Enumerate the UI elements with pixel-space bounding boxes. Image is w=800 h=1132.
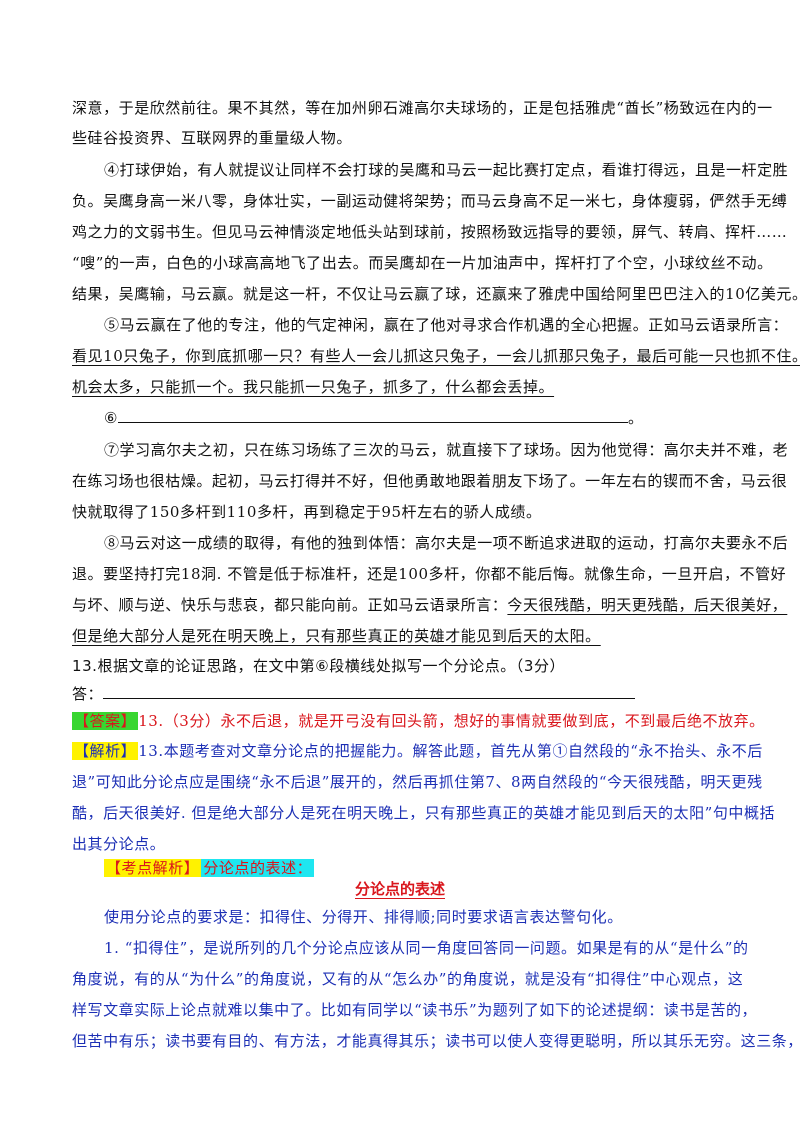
paragraph-6-end: 。 [628,409,644,427]
passage-line: 深意，于是欣然前往。果不其然，等在加州卵石滩高尔夫球场的，正是包括雅虎“酋长”杨… [72,99,773,117]
paragraph-7-line: 在练习场也很枯燥。起初，马云打得并不好，但他勇敢地跟着朋友下场了。一年左右的锲而… [72,472,788,490]
analysis-line: 出其分论点。 [72,835,166,853]
analysis-tag: 【解析】 [72,742,139,760]
paragraph-8-text: 与坏、顺与逆、快乐与悲哀，都只能向前。正如马云语录所言： [72,596,508,614]
analysis-row: 【解析】 13.本题考查对文章分论点的把握能力。解答此题，首先从第①自然段的“永不… [72,741,762,761]
quote-line: 机会太多，只能抓一个。我只能抓一只兔子，抓多了，什么都会丢掉。 [72,378,555,396]
paragraph-8-line: 退。要坚持打完18洞. 不管是低于标准杆，还是100多杆，你都不能后悔。就像生命… [72,565,787,583]
paragraph-4-line: “嗖”的一声，白色的小球高高地飞了出去。而吴鹰却在一片加油声中，挥杆打了个空，小… [72,254,773,272]
answer-text: 13.（3分）永不后退，就是开弓没有回头箭，想好的事情就要做到底，不到最后绝不放… [138,712,765,730]
answer-line: 答： [72,684,732,704]
paragraph-6-blank [118,408,628,423]
question-13: 13.根据文章的论证思路，在文中第⑥段横线处拟写一个分论点。（3分） [72,657,566,675]
kaodian-label: 分论点的表述： [201,859,315,877]
paragraph-4-line: 鸡之力的文弱书生。但见马云神情淡定地低头站到球前，按照杨致远指导的要领，屏气、转… [72,223,788,241]
paragraph-6-number: ⑥ [104,409,118,427]
paragraph-7-line: ⑦学习高尔夫之初，只在练习场练了三次的马云，就直接下了球场。因为他觉得：高尔夫并… [104,441,789,459]
paragraph-6: ⑥。 [104,408,734,428]
paragraph-4-line: 结果，吴鹰输，马云赢。就是这一杆，不仅让马云赢了球，还赢来了雅虎中国给阿里巴巴注… [72,285,800,303]
paragraph-8-line: 与坏、顺与逆、快乐与悲哀，都只能向前。正如马云语录所言：今天很残酷，明天更残酷，… [72,595,787,615]
section-title: 分论点的表述 [354,880,445,898]
quote-text: 今天很残酷，明天更残酷，后天很美好， [507,596,788,614]
passage-line: 些硅谷投资界、互联网界的重量级人物。 [72,129,352,147]
quote-line: 看见10只兔子，你到底抓哪一只？有些人一会儿抓这只兔子，一会儿抓那只兔子，最后可… [72,347,800,365]
answer-tag: 【答案】 [72,712,139,730]
paragraph-4-line: 负。吴鹰身高一米八零，身体壮实，一副运动健将架势；而马云身高不足一米七，身体瘦弱… [72,192,788,210]
paragraph-7-line: 快就取得了150多杆到110多杆，再到稳定于95杆左右的骄人成绩。 [72,503,542,521]
paragraph-8-line: ⑧马云对这一成绩的取得，有他的独到体悟：高尔夫是一项不断追求进取的运动，打高尔夫… [104,534,789,552]
point-1-line: 角度说，有的从“为什么”的角度说，又有的从“怎么办”的角度说，就是没有“扣得住”… [72,970,744,988]
analysis-line: 酷，后天很美好. 但是绝大部分人是死在明天晚上，只有那些真正的英雄才能见到后天的… [72,804,776,822]
point-1-line: 1. “扣得住”，是说所列的几个分论点应该从同一角度回答同一问题。如果是有的从“… [104,939,749,957]
paragraph-5-line: ⑤马云赢在了他的专注，他的气定神闲，赢在了他对寻求合作机遇的全心把握。正如马云语… [104,316,789,334]
quote-line: 但是绝大部分人是死在明天晚上，只有那些真正的英雄才能见到后天的太阳。 [72,627,601,645]
requirement-line: 使用分论点的要求是：扣得住、分得开、排得顺;同时要求语言表达警句化。 [104,908,623,926]
analysis-line: 退”可知此分论点应是围绕“永不后退”展开的，然后再抓住第7、8两自然段的“今天很… [72,773,763,791]
answer-row: 【答案】 13.（3分）永不后退，就是开弓没有回头箭，想好的事情就要做到底，不到最… [72,711,764,731]
analysis-text: 13.本题考查对文章分论点的把握能力。解答此题，首先从第①自然段的“永不抬头、永… [138,742,763,760]
kaodian-tag: 【考点解析】 [104,859,202,877]
answer-label: 答： [72,685,104,703]
point-1-line: 样写文章实际上论点就难以集中了。比如有同学以“读书乐”为题列了如下的论述提纲：读… [72,1001,758,1019]
point-1-line: 但苦中有乐；读书要有目的、有方法，才能真得其乐；读书可以使人变得更聪明，所以其乐… [72,1032,800,1050]
answer-blank [103,684,636,699]
kaodian-row: 【考点解析】 分论点的表述： [104,858,734,878]
paragraph-4-line: ④打球伊始，有人就提议让同样不会打球的吴鹰和马云一起比赛打定点，看谁打得远，且是… [104,161,789,179]
